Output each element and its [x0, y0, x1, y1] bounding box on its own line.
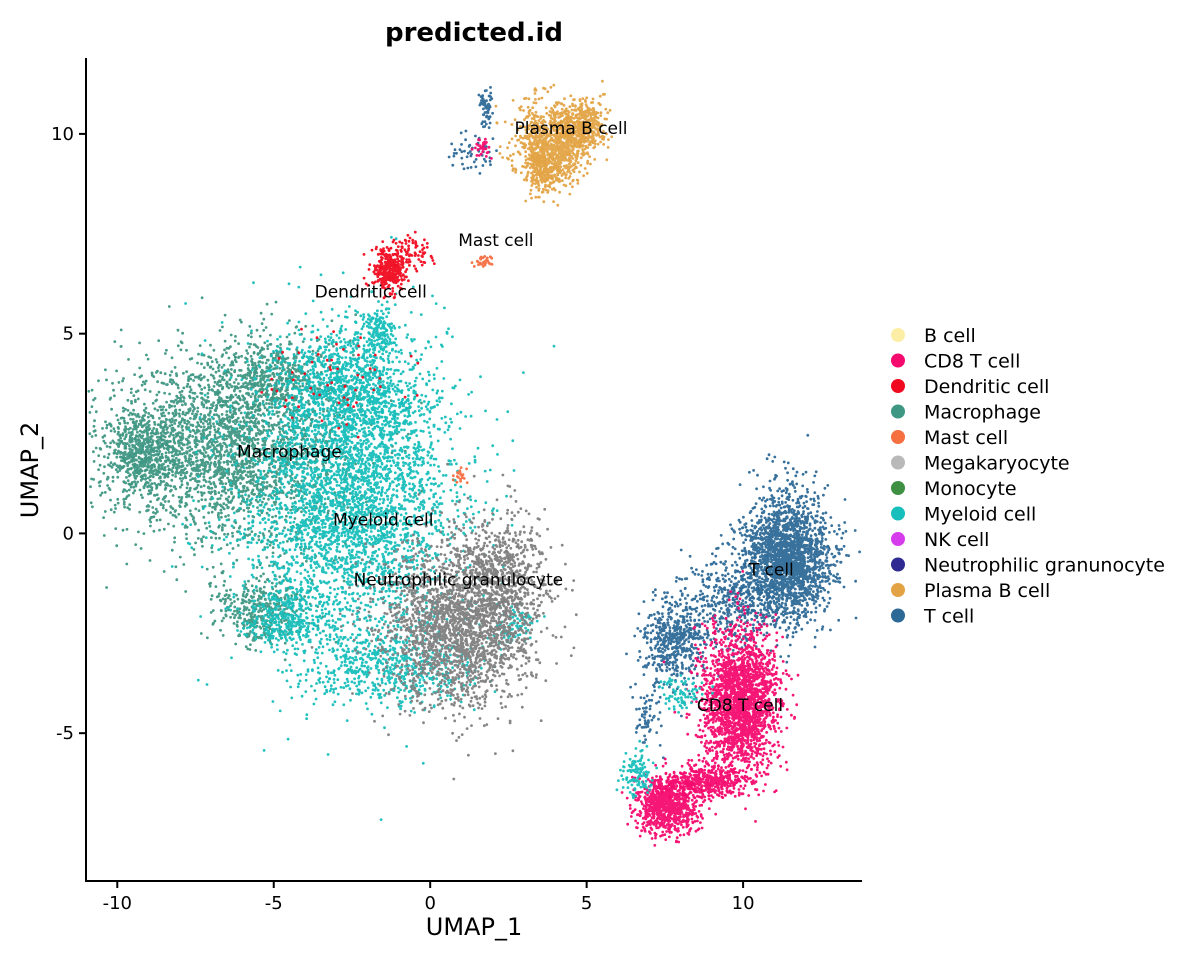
x-tick-label: -10: [103, 893, 132, 914]
legend-entry: Macrophage: [924, 402, 1041, 424]
points-mast-cell-15: [470, 254, 494, 268]
legend-swatch: [891, 353, 905, 368]
legend-entry: Megakaryocyte: [924, 453, 1070, 475]
points-myeloid-cell-31: [658, 674, 715, 714]
x-tick-label: 5: [581, 893, 592, 914]
cluster-label: Neutrophilic granulocyte: [354, 570, 564, 590]
legend-swatch: [891, 557, 905, 572]
y-tick-label: 10: [51, 124, 74, 145]
legend-swatch: [891, 481, 905, 495]
points-myeloid-cell-6: [271, 595, 503, 723]
legend-swatch: [891, 404, 905, 419]
x-ticks: -10 -5 0 5 10: [103, 881, 755, 914]
legend-entry: NK cell: [924, 529, 989, 551]
points-mast-cell-16: [451, 466, 469, 485]
legend-entry: B cell: [924, 325, 976, 347]
cluster-label: Plasma B cell: [515, 119, 628, 139]
x-axis-label: UMAP_1: [426, 913, 522, 941]
points-myeloid-cell-9: [492, 599, 546, 651]
points-t-cell-25: [631, 685, 665, 760]
points-plasma-b-cell-17: [494, 83, 610, 207]
x-tick-label: 0: [424, 893, 435, 914]
legend-swatch: [891, 532, 905, 546]
y-ticks: -5 0 5 10: [51, 124, 86, 744]
axes: [85, 58, 862, 882]
points-neutrophilic-granulocyte-10: [310, 462, 578, 781]
points-dendritic-cell-13: [379, 230, 436, 273]
cluster-label: CD8 T cell: [697, 696, 783, 716]
legend-swatch: [891, 455, 905, 470]
points-macrophage-3: [92, 398, 188, 499]
x-tick-label: 10: [732, 893, 755, 914]
legend-entry: CD8 T cell: [924, 351, 1020, 373]
points-t-cell-21: [447, 129, 498, 175]
points-dendritic-cell-12: [362, 240, 418, 300]
points-myeloid-cell-8: [354, 290, 401, 365]
points-t-cell-23: [625, 576, 721, 718]
points-t-cell-20: [477, 86, 495, 141]
points-t-cell-22: [712, 433, 861, 672]
chart-title: predicted.id: [385, 18, 563, 48]
cluster-label: Myeloid cell: [333, 510, 433, 530]
cluster-label: Dendritic cell: [315, 283, 427, 303]
legend: B cell CD8 T cell Dendritic cell Macrophage…: [891, 325, 1165, 628]
x-tick-label: -5: [265, 893, 283, 914]
points-macrophage-0: [87, 296, 424, 640]
points-neutrophilic-granulocyte-11: [434, 473, 567, 654]
points-myeloid-cell-30: [615, 739, 659, 800]
points-cd8-t-cell-29: [470, 137, 493, 160]
points-plasma-b-cell-19: [518, 128, 563, 204]
legend-swatch: [891, 379, 905, 393]
legend-entry: Dendritic cell: [924, 376, 1049, 398]
data-points: [87, 79, 861, 847]
legend-swatch: [891, 506, 905, 521]
cluster-label: Mast cell: [458, 231, 533, 251]
cluster-labels: Plasma B cell Mast cell Dendritic cell Macr…: [237, 119, 794, 716]
legend-entry: Neutrophilic granunocyte: [924, 555, 1165, 577]
legend-entry: Mast cell: [924, 427, 1008, 449]
points-cd8-t-cell-28: [631, 758, 754, 804]
legend-swatch: [891, 430, 905, 444]
cluster-label: Macrophage: [237, 443, 342, 463]
legend-entry: Myeloid cell: [924, 504, 1036, 526]
points-myeloid-cell-4: [170, 235, 556, 821]
points-cd8-t-cell-27: [620, 757, 718, 847]
legend-swatch: [891, 608, 905, 623]
points-myeloid-cell-7: [236, 566, 336, 656]
y-axis-label: UMAP_2: [16, 422, 44, 518]
legend-swatch: [891, 583, 905, 597]
y-tick-label: 5: [63, 324, 74, 345]
points-cd8-t-cell-26: [662, 570, 800, 823]
y-tick-label: 0: [63, 523, 74, 544]
legend-entry: T cell: [923, 606, 974, 628]
y-tick-label: -5: [56, 723, 74, 744]
cluster-label: T cell: [748, 560, 794, 580]
legend-entry: Plasma B cell: [924, 580, 1050, 602]
points-myeloid-cell-5: [200, 307, 449, 466]
legend-entry: Monocyte: [924, 478, 1017, 500]
points-macrophage-2: [208, 554, 338, 662]
legend-swatch: [891, 328, 905, 342]
